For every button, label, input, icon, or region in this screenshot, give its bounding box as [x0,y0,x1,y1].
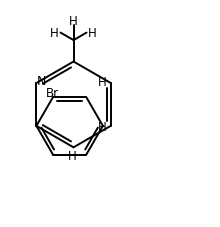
Text: N: N [37,75,46,88]
Text: H: H [69,15,78,28]
Text: H: H [98,76,106,89]
Text: H: H [68,149,77,162]
Text: H: H [98,121,106,134]
Text: H: H [88,27,97,40]
Text: H: H [50,27,59,40]
Text: Br: Br [46,86,59,99]
